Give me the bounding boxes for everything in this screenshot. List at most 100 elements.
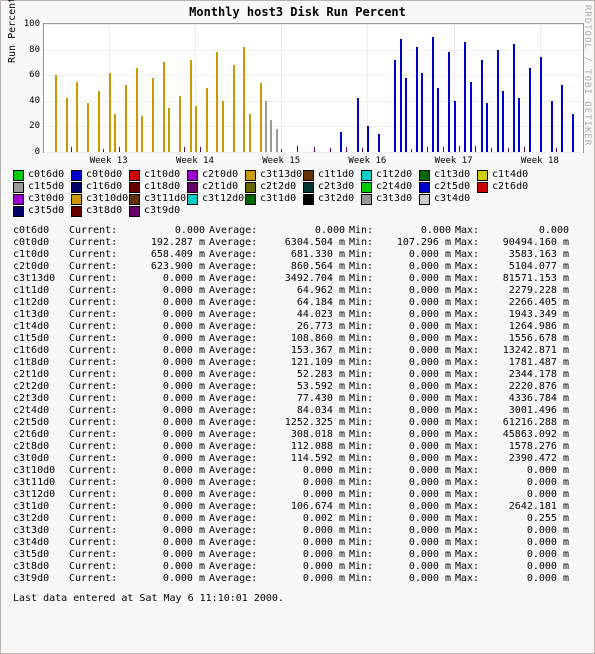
legend-swatch: [71, 170, 82, 181]
legend-item: c2t1d0: [187, 181, 245, 193]
legend-label: c2t4d0: [376, 181, 412, 193]
legend-item: c1t5d0: [13, 181, 71, 193]
legend-label: c1t3d0: [434, 169, 470, 181]
stats-row: c3t2d0Current:0.000 mAverage:0.002 mMin:…: [13, 513, 586, 525]
legend-item: c3t5d0: [13, 205, 71, 217]
legend-label: c3t13d0: [260, 169, 302, 181]
stats-row: c3t3d0Current:0.000 mAverage:0.000 mMin:…: [13, 525, 586, 537]
stats-row: c2t4d0Current:0.000 mAverage:84.034 mMin…: [13, 405, 586, 417]
legend-item: c0t0d0: [71, 169, 129, 181]
legend-label: c2t5d0: [434, 181, 470, 193]
legend-swatch: [245, 194, 256, 205]
stats-row: c3t8d0Current:0.000 mAverage:0.000 mMin:…: [13, 561, 586, 573]
legend-label: c3t4d0: [434, 193, 470, 205]
rrdtool-graph: RRDTOOL / TOBI OETIKER Monthly host3 Dis…: [0, 0, 595, 654]
legend-swatch: [477, 182, 488, 193]
stats-row: c3t13d0Current:0.000 mAverage:3492.704 m…: [13, 273, 586, 285]
legend-item: c3t10d0: [71, 193, 129, 205]
legend-item: c2t5d0: [419, 181, 477, 193]
legend-item: c3t12d0: [187, 193, 245, 205]
stats-row: c3t11d0Current:0.000 mAverage:0.000 mMin…: [13, 477, 586, 489]
legend-label: c0t6d0: [28, 169, 64, 181]
y-tick: 100: [14, 19, 40, 29]
stats-row: c2t1d0Current:0.000 mAverage:52.283 mMin…: [13, 369, 586, 381]
legend-item: c2t6d0: [477, 181, 535, 193]
legend-item: c1t8d0: [129, 181, 187, 193]
legend-label: c3t0d0: [28, 193, 64, 205]
stats-row: c3t5d0Current:0.000 mAverage:0.000 mMin:…: [13, 549, 586, 561]
legend: c0t6d0 c0t0d0 c1t0d0 c2t0d0 c3t13d0 c1t1d0 c1t…: [13, 169, 586, 217]
legend-label: c3t9d0: [144, 205, 180, 217]
stats-row: c1t2d0Current:0.000 mAverage:64.184 mMin…: [13, 297, 586, 309]
legend-label: c3t10d0: [86, 193, 128, 205]
stats-table: c0t6d0Current:0.000Average:0.000Min:0.00…: [13, 225, 586, 585]
legend-swatch: [71, 206, 82, 217]
legend-item: c1t1d0: [303, 169, 361, 181]
legend-swatch: [303, 170, 314, 181]
legend-swatch: [71, 182, 82, 193]
legend-label: c3t11d0: [144, 193, 186, 205]
legend-swatch: [361, 182, 372, 193]
legend-label: c3t12d0: [202, 193, 244, 205]
stats-row: c3t4d0Current:0.000 mAverage:0.000 mMin:…: [13, 537, 586, 549]
stats-row: c2t6d0Current:0.000 mAverage:308.018 mMi…: [13, 429, 586, 441]
y-tick: 80: [14, 45, 40, 55]
stats-row: c1t6d0Current:0.000 mAverage:153.367 mMi…: [13, 345, 586, 357]
legend-swatch: [245, 182, 256, 193]
legend-swatch: [187, 170, 198, 181]
legend-item: c1t6d0: [71, 181, 129, 193]
legend-label: c3t3d0: [376, 193, 412, 205]
legend-item: c1t2d0: [361, 169, 419, 181]
legend-item: c3t3d0: [361, 193, 419, 205]
stats-row: c1t8d0Current:0.000 mAverage:121.109 mMi…: [13, 357, 586, 369]
stats-row: c2t2d0Current:0.000 mAverage:53.592 mMin…: [13, 381, 586, 393]
x-tick: Week 14: [176, 156, 214, 166]
legend-swatch: [361, 170, 372, 181]
legend-label: c1t8d0: [144, 181, 180, 193]
legend-label: c1t4d0: [492, 169, 528, 181]
legend-swatch: [129, 194, 140, 205]
legend-swatch: [13, 182, 24, 193]
legend-item: c2t4d0: [361, 181, 419, 193]
legend-label: c3t2d0: [318, 193, 354, 205]
legend-item: c0t6d0: [13, 169, 71, 181]
legend-swatch: [245, 170, 256, 181]
legend-swatch: [187, 182, 198, 193]
stats-row: c1t5d0Current:0.000 mAverage:108.860 mMi…: [13, 333, 586, 345]
legend-swatch: [71, 194, 82, 205]
stats-row: c1t0d0Current:658.409 mAverage:681.330 m…: [13, 249, 586, 261]
legend-item: c1t0d0: [129, 169, 187, 181]
stats-row: c2t8d0Current:0.000 mAverage:112.088 mMi…: [13, 441, 586, 453]
legend-label: c1t0d0: [144, 169, 180, 181]
stats-row: c3t1d0Current:0.000 mAverage:106.674 mMi…: [13, 501, 586, 513]
y-tick: 0: [14, 147, 40, 157]
legend-item: c3t8d0: [71, 205, 129, 217]
legend-item: c2t3d0: [303, 181, 361, 193]
stats-row: c0t6d0Current:0.000Average:0.000Min:0.00…: [13, 225, 586, 237]
legend-label: c1t1d0: [318, 169, 354, 181]
stats-row: c3t12d0Current:0.000 mAverage:0.000 mMin…: [13, 489, 586, 501]
legend-swatch: [129, 206, 140, 217]
legend-item: c2t2d0: [245, 181, 303, 193]
stats-row: c1t3d0Current:0.000 mAverage:44.023 mMin…: [13, 309, 586, 321]
legend-label: c2t2d0: [260, 181, 296, 193]
chart-title: Monthly host3 Disk Run Percent: [1, 1, 594, 19]
stats-row: c2t0d0Current:623.900 mAverage:860.564 m…: [13, 261, 586, 273]
legend-item: c3t2d0: [303, 193, 361, 205]
legend-label: c2t6d0: [492, 181, 528, 193]
legend-swatch: [129, 170, 140, 181]
legend-swatch: [303, 182, 314, 193]
legend-item: c3t1d0: [245, 193, 303, 205]
legend-swatch: [13, 194, 24, 205]
stats-row: c3t0d0Current:0.000 mAverage:114.592 mMi…: [13, 453, 586, 465]
legend-label: c1t5d0: [28, 181, 64, 193]
footer-text: Last data entered at Sat May 6 11:10:01 …: [13, 593, 586, 604]
legend-label: c2t3d0: [318, 181, 354, 193]
legend-label: c2t0d0: [202, 169, 238, 181]
legend-swatch: [419, 194, 430, 205]
legend-item: c3t0d0: [13, 193, 71, 205]
stats-row: c1t4d0Current:0.000 mAverage:26.773 mMin…: [13, 321, 586, 333]
legend-label: c3t1d0: [260, 193, 296, 205]
x-tick: Week 17: [435, 156, 473, 166]
legend-label: c2t1d0: [202, 181, 238, 193]
